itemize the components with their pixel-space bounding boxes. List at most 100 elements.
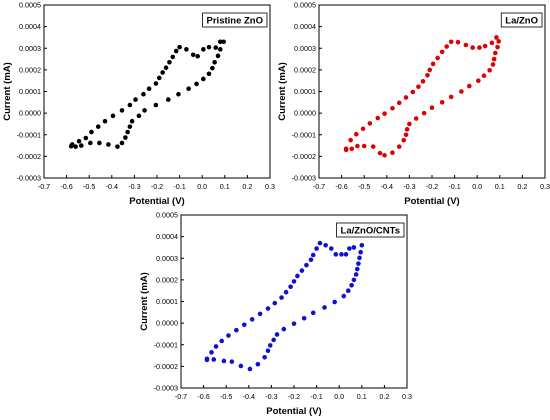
y-tick-label: 0.0000 (156, 319, 178, 328)
data-point (265, 306, 271, 311)
x-tick-label: -0.7 (38, 182, 50, 191)
data-point (349, 146, 355, 152)
data-point (95, 124, 101, 129)
y-tick-label: 0.0004 (156, 232, 178, 241)
x-tick-label: -0.3 (403, 182, 415, 191)
data-point (355, 143, 360, 149)
data-point (396, 144, 402, 149)
data-point (439, 100, 445, 105)
data-point (153, 81, 159, 86)
x-tick-label: 0.3 (402, 392, 412, 401)
x-tick-label: -0.1 (173, 182, 185, 191)
x-tick-label: 0.3 (540, 182, 550, 191)
x-tick-label: -0.7 (175, 392, 187, 401)
data-point (390, 150, 395, 155)
data-point (217, 39, 223, 45)
x-tick-label: 0.0 (472, 182, 482, 191)
data-point (217, 47, 223, 52)
data-point (133, 97, 138, 102)
data-point (348, 137, 353, 143)
chart-pristine-zno: -0.7 -0.6 -0.5 -0.4 -0.3 -0.2 -0.1 0.0 0.1 0.2 0.3… (2, 1, 275, 208)
data-point (163, 65, 169, 71)
x-tick-label: -0.4 (243, 392, 255, 401)
data-point (281, 326, 287, 332)
data-point (190, 52, 196, 58)
y-tick-label: 0.0005 (294, 1, 316, 10)
data-point (341, 293, 347, 299)
data-point (359, 242, 365, 248)
data-point (333, 252, 339, 257)
data-point (212, 60, 217, 65)
y-tick-label: -0.0003 (292, 174, 316, 183)
data-point (496, 39, 501, 44)
data-point (491, 56, 497, 62)
data-point (435, 55, 440, 61)
data-point (430, 61, 436, 67)
x-tick-label: -0.6 (60, 182, 72, 191)
data-point (129, 118, 135, 124)
data-point (176, 91, 181, 97)
data-point (322, 305, 327, 310)
data-point (328, 246, 334, 251)
data-point (339, 252, 344, 257)
data-point (156, 75, 162, 81)
y-tick-label: -0.0001 (154, 340, 178, 349)
data-point (127, 102, 133, 108)
data-point (299, 268, 305, 273)
x-tick-label: -0.5 (83, 182, 95, 191)
data-point (271, 337, 276, 343)
data-point (439, 49, 445, 55)
data-point (455, 39, 461, 45)
data-point (257, 311, 263, 317)
data-point (490, 62, 496, 67)
data-point (73, 144, 78, 149)
x-tick-label: -0.4 (381, 182, 393, 191)
data-point (401, 137, 407, 143)
data-point (494, 35, 499, 40)
data-point (76, 138, 82, 144)
chart-title: La/ZnO (505, 16, 538, 27)
data-point (407, 121, 412, 127)
data-point (102, 118, 108, 124)
y-tick-label: 0.0002 (156, 275, 178, 284)
title-box (500, 12, 543, 28)
data-point (463, 42, 469, 48)
data-point (219, 338, 224, 344)
data-point (382, 152, 387, 158)
data-point (354, 266, 360, 272)
x-tick-label: -0.7 (313, 182, 325, 191)
data-point (310, 310, 316, 316)
data-point (194, 81, 199, 87)
data-point (184, 47, 189, 52)
plot-frame (180, 214, 408, 389)
data-point (448, 39, 454, 45)
data-point (349, 282, 354, 288)
data-point (160, 70, 165, 75)
y-tick-label: 0.0001 (19, 87, 41, 96)
title-box (336, 222, 405, 238)
data-point (420, 79, 426, 84)
data-point (142, 108, 147, 113)
data-point (204, 357, 210, 363)
data-point (283, 289, 289, 295)
data-point (291, 279, 297, 284)
y-tick-label: 0.0004 (19, 22, 41, 31)
data-point (356, 261, 361, 266)
data-point (215, 53, 221, 59)
data-point (466, 83, 472, 89)
data-point (206, 71, 212, 77)
data-point (201, 76, 206, 82)
x-tick-label: -0.4 (106, 182, 118, 191)
data-point (97, 140, 102, 146)
x-tick-label: -0.3 (128, 182, 140, 191)
y-tick-label: 0.0000 (19, 109, 41, 118)
x-tick-label: 0.1 (495, 182, 505, 191)
x-tick-label: -0.5 (220, 392, 232, 401)
data-point (166, 97, 171, 102)
y-axis-label: Current (mA) (2, 62, 13, 121)
y-tick-label: -0.0003 (17, 174, 41, 183)
data-point (367, 121, 373, 126)
data-point (361, 143, 367, 149)
y-tick-label: 0.0005 (19, 1, 41, 10)
title-box (202, 12, 268, 28)
